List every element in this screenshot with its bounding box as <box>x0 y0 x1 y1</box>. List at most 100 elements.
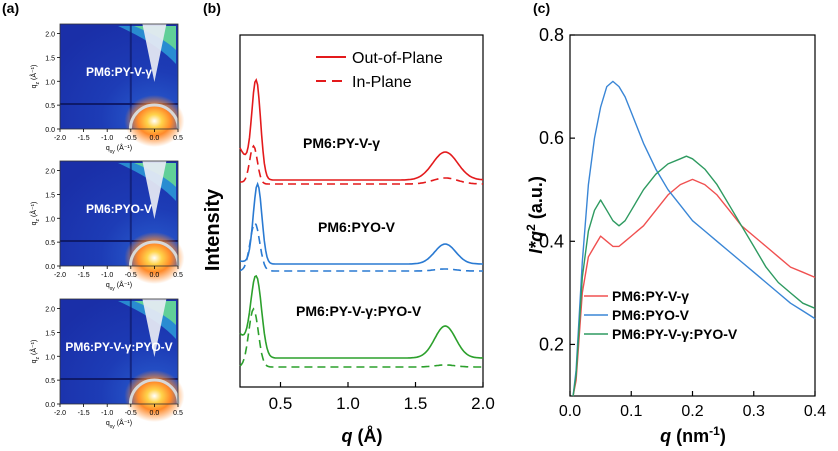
legend-label-in-plane: In-Plane <box>352 74 412 91</box>
y-axis-label-c: I*q2 (a.u.) <box>524 176 546 254</box>
x-axis-label-b-symbol: q <box>342 426 353 446</box>
series-line-1 <box>572 178 816 397</box>
y-tick-label-c: 0.8 <box>539 25 564 45</box>
legend-label-out-of-plane: Out-of-Plane <box>352 50 443 67</box>
y-tick-label: 0.0 <box>45 402 55 409</box>
x-tick-label-c: 0.4 <box>804 403 826 420</box>
y-tick-label: 0.5 <box>45 240 55 247</box>
y-tick-label: 0.5 <box>45 103 55 110</box>
missing-wedge <box>142 24 167 82</box>
y-axis-label-a-unit: (Å⁻¹) <box>29 65 38 82</box>
y-tick-label: 2.0 <box>45 307 55 314</box>
annotation-pm6-blend: PM6:PY-V-γ:PYO-V <box>296 303 422 319</box>
y-axis-label-a: qz (Å⁻¹) <box>29 65 41 89</box>
x-axis-label-a-symbol: q <box>106 420 110 427</box>
x-tick-label-b: 0.5 <box>269 394 293 413</box>
y-axis-label-a-symbol: q <box>31 359 38 363</box>
annotation-pm6-py-v-gamma: PM6:PY-V-γ <box>303 135 380 151</box>
y-tick-label: 0.0 <box>45 127 55 134</box>
x-axis-label-a-unit: (Å⁻¹) <box>115 418 132 427</box>
panel-label-b: (b) <box>203 0 221 16</box>
y-tick-label: 2.0 <box>45 32 55 39</box>
y-axis-label-a: qz (Å⁻¹) <box>29 202 41 226</box>
scattering-arc <box>128 103 180 130</box>
giwaxs-label: PM6:PY-V-γ:PYO-V <box>65 340 172 354</box>
x-tick-label-b: 1.5 <box>404 394 428 413</box>
y-tick-label-c: 0.4 <box>539 231 564 251</box>
x-axis-label-c-unit: (nm <box>671 426 709 446</box>
image-frame <box>59 298 179 405</box>
y-axis-label-c-sup: 2 <box>524 224 538 231</box>
curve-b-1-in-plane <box>239 144 483 185</box>
x-ticks-b: 0.5 1.0 1.5 2.0 <box>269 382 495 413</box>
x-tick-label-b: 1.0 <box>336 394 360 413</box>
x-axis-label-a: qxy (Å⁻¹) <box>106 418 132 430</box>
x-axis-label-a: qxy (Å⁻¹) <box>106 280 132 292</box>
x-axis-label-a-sub: xy <box>110 149 116 155</box>
x-axis-label-a-unit: (Å⁻¹) <box>115 280 132 289</box>
giwaxs-label: PM6:PYO-V <box>86 202 152 216</box>
scattering-ring-inner <box>134 163 176 187</box>
x-tick-label: -0.5 <box>125 410 137 417</box>
x-axis-label-a-sub: xy <box>110 424 116 430</box>
y-tick-label: 1.5 <box>45 192 55 199</box>
y-tick-label: 1.5 <box>45 55 55 62</box>
x-tick-label: -0.5 <box>125 135 137 142</box>
plot-frame-b <box>239 34 484 388</box>
curve-b-2-out-of-plane <box>239 181 483 265</box>
curve-b-2-in-plane <box>239 221 483 272</box>
y-tick-label: 1.0 <box>45 216 55 223</box>
x-axis-label-c-symbol: q <box>660 426 671 446</box>
detector-gap-vertical <box>129 24 132 129</box>
curve-b-3-out-of-plane <box>239 274 484 359</box>
legend-c: PM6:PY-V-γ PM6:PYO-V PM6:PY-V-γ:PYO-V <box>584 288 738 342</box>
x-tick-label-c: 0.3 <box>743 403 765 420</box>
y-axis-label-a: qz (Å⁻¹) <box>29 340 41 364</box>
missing-wedge <box>142 161 167 219</box>
x-tick-label: -1.5 <box>78 410 90 417</box>
x-tick-label-c: 0.2 <box>681 403 703 420</box>
detector-gap <box>60 378 178 380</box>
beam-stop-hot-spot <box>124 232 185 284</box>
x-tick-label: -2.0 <box>54 272 66 279</box>
curve-b-1-out-of-plane <box>239 78 484 181</box>
x-axis-label-c-sup: -1 <box>709 424 720 438</box>
legend-label-c-3: PM6:PY-V-γ:PYO-V <box>612 326 738 342</box>
y-axis-label-a-unit: (Å⁻¹) <box>29 340 38 357</box>
x-tick-label: -0.5 <box>125 272 137 279</box>
panel-a-giwaxs: PM6:PY-V-γ 2.0 1.5 1.0 0.5 0.0 -2.0 -1.5 -1.0 -0.… <box>29 23 185 430</box>
x-tick-label: -1.5 <box>78 272 90 279</box>
x-tick-label: -1.0 <box>101 272 113 279</box>
giwaxs-pattern-2: PM6:PYO-V 2.0 1.5 1.0 0.5 0.0 -2.0 -1.5 -1.0 -0.5… <box>29 160 185 292</box>
annotation-pm6-pyo-v: PM6:PYO-V <box>318 219 396 235</box>
y-tick-label: 1.5 <box>45 330 55 337</box>
x-axis-label-c-close: ) <box>720 426 726 446</box>
detector-gap <box>60 240 178 242</box>
x-tick-label-c: 0.0 <box>559 403 581 420</box>
y-axis-label-b: Intensity <box>202 188 224 271</box>
detector-gap-vertical <box>129 299 132 404</box>
missing-wedge <box>142 299 167 357</box>
panel-b-line-profiles: 0.5 1.0 1.5 2.0 Out-of-Plane In-Plane PM6:P… <box>202 34 495 446</box>
y-tick-label-c: 0.2 <box>539 334 564 354</box>
detector-gap-vertical <box>129 161 132 266</box>
x-tick-label: 0.5 <box>173 272 183 279</box>
image-frame <box>59 23 179 130</box>
x-axis-label-a: qxy (Å⁻¹) <box>106 143 132 155</box>
x-axis-label-a-sub: xy <box>110 286 116 292</box>
panel-c-saxs: 0.0 0.1 0.2 0.3 0.40.20.40.60.8 PM6:PY-V-γPM… <box>524 25 826 446</box>
giwaxs-label: PM6:PY-V-γ <box>86 65 152 79</box>
y-axis-label-c-symbol: I*q <box>526 231 546 254</box>
x-tick-label: -1.5 <box>78 135 90 142</box>
y-tick-label: 1.0 <box>45 79 55 86</box>
x-axis-label-c: q (nm-1) <box>660 424 726 446</box>
x-tick-label: 0.0 <box>150 135 160 142</box>
y-axis-label-a-sub: z <box>35 356 41 359</box>
x-axis-label-b-unit: (Å) <box>353 426 383 446</box>
curve-b-3-in-plane <box>239 307 483 368</box>
scattering-ring-inner <box>134 26 176 50</box>
y-tick-label: 2.0 <box>45 169 55 176</box>
x-tick-label: 0.0 <box>150 410 160 417</box>
x-tick-label: 0.0 <box>150 272 160 279</box>
